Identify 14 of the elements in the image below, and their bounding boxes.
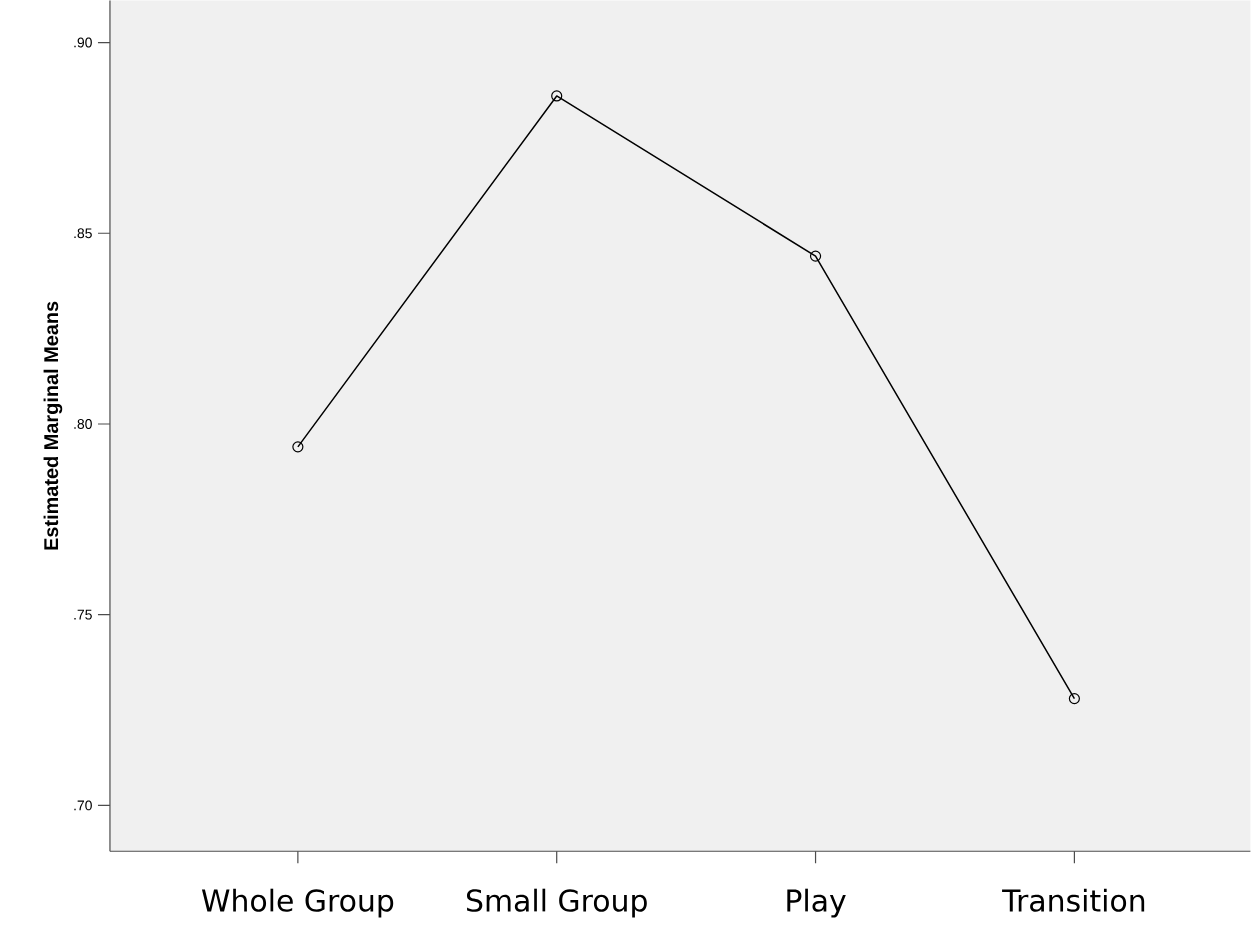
- y-tick-label: .75: [74, 609, 92, 620]
- point: [1068, 692, 1080, 705]
- x-tick-label: Whole Group: [201, 888, 394, 918]
- y-tick-label: .70: [74, 800, 92, 811]
- y-tick-label: .80: [74, 418, 92, 429]
- x-tick-label: Small Group: [466, 888, 647, 918]
- y-tick-label: .85: [74, 228, 92, 239]
- point: [292, 441, 304, 453]
- y-axis-title: Estimated Marginal Means: [43, 301, 63, 550]
- point: [809, 250, 822, 262]
- point: [551, 90, 563, 102]
- y-tick-label: .90: [74, 37, 92, 48]
- x-tick-label: Transition: [1002, 888, 1145, 912]
- x-tick-label: Play: [787, 888, 846, 918]
